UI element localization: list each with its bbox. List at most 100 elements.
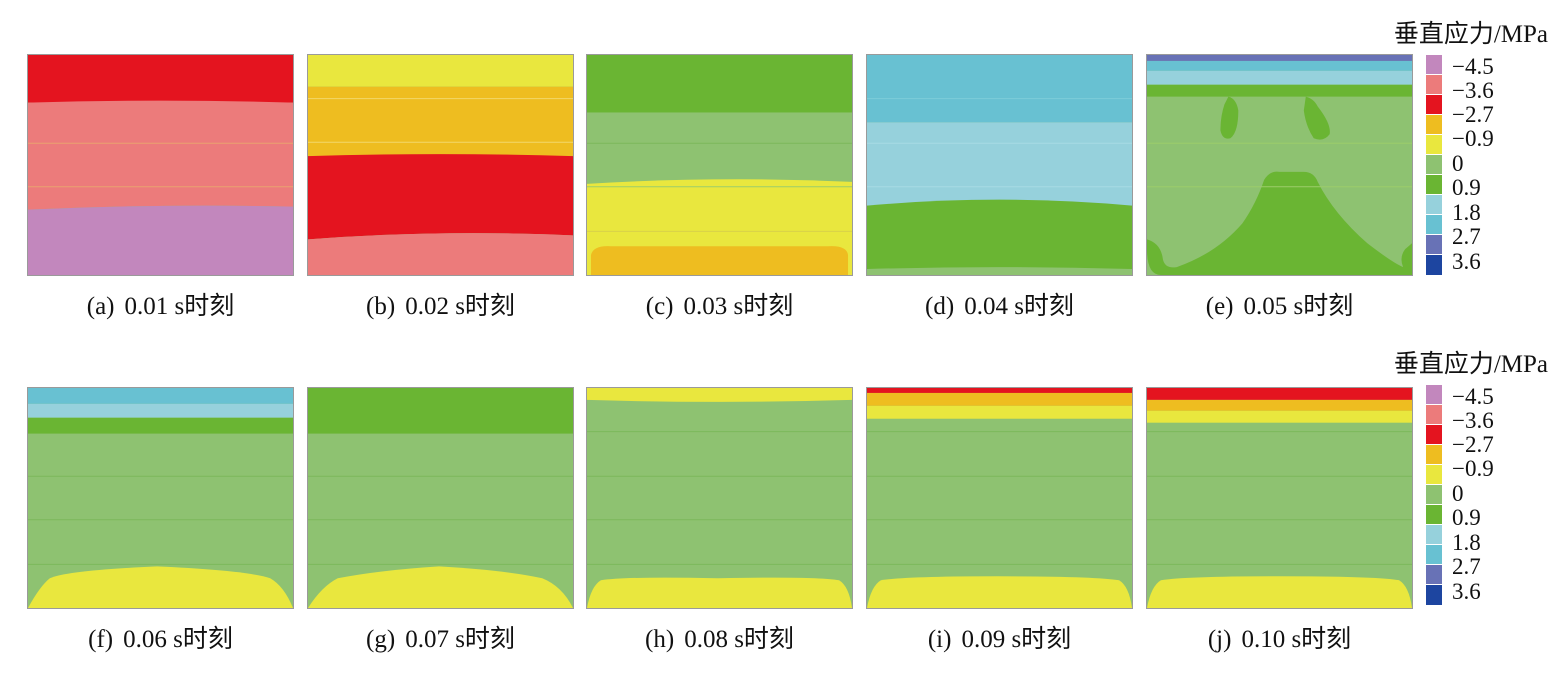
panel-caption: (j) 0.10 s时刻 (1146, 619, 1413, 655)
legend-swatch (1426, 545, 1442, 565)
panel-letter: (a) (86, 293, 115, 320)
panel-letter: (b) (366, 293, 396, 320)
panel-suffix: s时刻 (1291, 626, 1352, 653)
stress-contour-plot (27, 54, 294, 276)
panel-f: (f) 0.06 s时刻 (27, 387, 294, 653)
legend-colorbar (1426, 55, 1442, 275)
stress-legend-row1: 垂直应力/MPa −4.5 −3.6 −2.7 −0.9 0 0.9 1.8 2… (1394, 14, 1548, 276)
legend-label: 1.8 (1452, 530, 1481, 555)
legend-swatch (1426, 55, 1442, 75)
legend-label: 3.6 (1452, 579, 1481, 604)
legend-swatch (1426, 155, 1442, 175)
legend-title: 垂直应力/MPa (1393, 351, 1548, 378)
panel-time: 0.02 (405, 293, 449, 320)
stress-band (308, 154, 573, 240)
panel-caption: (a) 0.01 s时刻 (27, 286, 294, 322)
legend-label: −3.6 (1452, 78, 1494, 103)
stress-band (1147, 171, 1412, 275)
panel-suffix: s时刻 (1293, 293, 1354, 320)
stress-band (1147, 84, 1412, 97)
legend-label: −2.7 (1452, 432, 1494, 457)
stress-band (1147, 60, 1412, 71)
legend-label: −0.9 (1452, 456, 1494, 481)
stress-band (1147, 388, 1412, 608)
stress-band (1147, 576, 1412, 608)
stress-band (587, 577, 852, 608)
legend-label: 0.9 (1452, 505, 1481, 530)
stress-legend-row2: 垂直应力/MPa −4.5 −3.6 −2.7 −0.9 0 0.9 1.8 2… (1394, 344, 1548, 606)
panel-caption: (d) 0.04 s时刻 (866, 286, 1133, 322)
panel-caption: (g) 0.07 s时刻 (307, 619, 574, 655)
panel-caption: (i) 0.09 s时刻 (866, 619, 1133, 655)
panel-letter: (e) (1205, 293, 1234, 320)
panel-time: 0.07 (405, 626, 449, 653)
legend-swatch (1426, 525, 1442, 545)
panel-suffix: s时刻 (1011, 626, 1072, 653)
panel-caption: (c) 0.03 s时刻 (586, 286, 853, 322)
panel-time: 0.01 (124, 293, 169, 320)
legend-label: 0 (1452, 151, 1464, 176)
stress-band (867, 55, 1132, 123)
panel-time: 0.06 (123, 626, 167, 653)
stress-band (867, 388, 1132, 393)
stress-band (867, 122, 1132, 206)
legend-swatch (1426, 585, 1442, 605)
stress-band (587, 388, 852, 402)
stress-band (1147, 388, 1412, 400)
stress-band (867, 405, 1132, 419)
stress-band (28, 566, 293, 608)
legend-label: −2.7 (1452, 102, 1494, 127)
panel-c: (c) 0.03 s时刻 (586, 54, 853, 320)
legend-swatch (1426, 425, 1442, 445)
legend-swatch (1426, 195, 1442, 215)
panel-suffix: s时刻 (1014, 293, 1074, 320)
panel-caption: (e) 0.05 s时刻 (1146, 286, 1413, 322)
legend-title: 垂直应力/MPa (1393, 21, 1548, 48)
stress-contour-plot (27, 387, 294, 609)
panel-caption: (h) 0.08 s时刻 (586, 619, 853, 655)
legend-swatch (1426, 135, 1442, 155)
panel-time: 0.08 (684, 626, 728, 653)
stress-band (1147, 70, 1412, 85)
legend-label: −4.5 (1452, 54, 1494, 79)
stress-band (28, 388, 293, 404)
legend-swatch (1426, 505, 1442, 525)
legend-colorbar (1426, 385, 1442, 605)
panel-g: (g) 0.07 s时刻 (307, 387, 574, 653)
legend-swatch (1426, 235, 1442, 255)
panel-caption: (b) 0.02 s时刻 (307, 286, 574, 322)
stress-band (867, 388, 1132, 608)
legend-swatch (1426, 75, 1442, 95)
stress-band (28, 417, 293, 434)
panel-suffix: s时刻 (455, 293, 515, 320)
panel-suffix: s时刻 (733, 293, 794, 320)
panel-letter: (i) (927, 626, 952, 653)
legend-label: −3.6 (1452, 408, 1494, 433)
stress-band (587, 55, 852, 113)
legend-swatch (1426, 465, 1442, 485)
stress-contour-plot (307, 387, 574, 609)
legend-label: −0.9 (1452, 126, 1494, 151)
panel-suffix: s时刻 (174, 293, 235, 320)
panel-letter: (g) (366, 626, 396, 653)
panel-time: 0.10 (1241, 626, 1286, 653)
panel-a: (a) 0.01 s时刻 (27, 54, 294, 320)
panel-suffix: s时刻 (173, 626, 233, 653)
stress-band (308, 55, 573, 87)
stress-band (308, 86, 573, 157)
stress-band (308, 233, 573, 275)
legend-swatch (1426, 485, 1442, 505)
panel-letter: (j) (1207, 626, 1232, 653)
legend-swatch (1426, 385, 1442, 405)
panel-time: 0.03 (683, 293, 728, 320)
panel-d: (d) 0.04 s时刻 (866, 54, 1133, 320)
legend-swatch (1426, 215, 1442, 235)
panel-time: 0.09 (961, 626, 1006, 653)
panel-time: 0.05 (1243, 293, 1288, 320)
stress-band (1147, 55, 1412, 61)
panel-letter: (h) (645, 626, 675, 653)
panel-letter: (f) (88, 626, 114, 653)
legend-label: 1.8 (1452, 200, 1481, 225)
legend-label: 3.6 (1452, 249, 1481, 274)
stress-band (1303, 96, 1330, 140)
